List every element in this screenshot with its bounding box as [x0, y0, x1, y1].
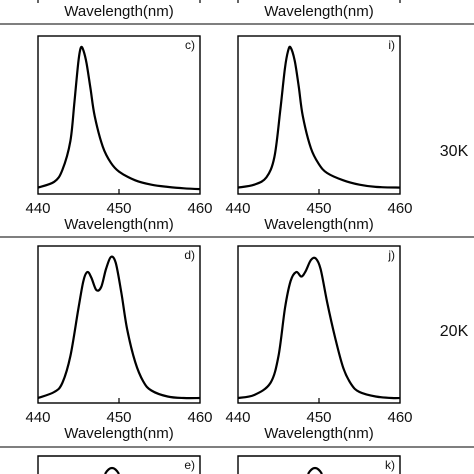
- x-tick-label: 460: [387, 409, 412, 426]
- x-axis-label: Wavelength(nm): [264, 425, 373, 442]
- x-tick-label: 450: [106, 409, 131, 426]
- spectrum-curve-d: [37, 255, 201, 400]
- row-2: d) j) 440 450 460 440 450 460 Wavelength…: [25, 245, 469, 442]
- x-axis-label: Wavelength(nm): [264, 3, 373, 20]
- row-3: e) k): [37, 455, 401, 474]
- x-tick-label: 460: [387, 200, 412, 217]
- x-tick-label: 440: [225, 200, 250, 217]
- x-tick-label: 450: [306, 409, 331, 426]
- x-tick-label: 450: [106, 200, 131, 217]
- x-tick-label: 440: [25, 200, 50, 217]
- spectrum-curve-k-peak: [307, 466, 323, 474]
- x-axis-label: Wavelength(nm): [264, 216, 373, 233]
- panel-letter: c): [185, 38, 195, 52]
- panel-letter: j): [387, 248, 395, 262]
- panel-frame-d: [37, 245, 201, 404]
- x-tick-label: 450: [306, 200, 331, 217]
- row-1: c) i) 440 450 460 440 450 460 Wavelength…: [25, 35, 469, 233]
- panel-letter: i): [388, 38, 395, 52]
- x-tick-label: 460: [187, 200, 212, 217]
- x-axis-label: Wavelength(nm): [64, 3, 173, 20]
- row-0: Wavelength(nm) Wavelength(nm): [37, 0, 401, 20]
- panel-frame-k: [237, 455, 401, 474]
- temperature-label: 20K: [440, 323, 469, 340]
- spectrum-curve-c: [37, 45, 201, 191]
- panel-frame-j: [237, 245, 401, 404]
- x-tick-label: 440: [25, 409, 50, 426]
- x-tick-label: 440: [225, 409, 250, 426]
- spectrum-curve-e-peak: [104, 466, 120, 474]
- panel-letter: k): [385, 458, 395, 472]
- panel-frame-i: [237, 35, 401, 195]
- panel-letter: d): [184, 248, 195, 262]
- panel-frame-e: [37, 455, 201, 474]
- x-axis-label: Wavelength(nm): [64, 425, 173, 442]
- panel-letter: e): [184, 458, 195, 472]
- x-axis-label: Wavelength(nm): [64, 216, 173, 233]
- spectrum-curve-i: [237, 45, 401, 189]
- temperature-label: 30K: [440, 143, 469, 160]
- x-tick-label: 460: [187, 409, 212, 426]
- spectrum-curve-j: [237, 256, 401, 400]
